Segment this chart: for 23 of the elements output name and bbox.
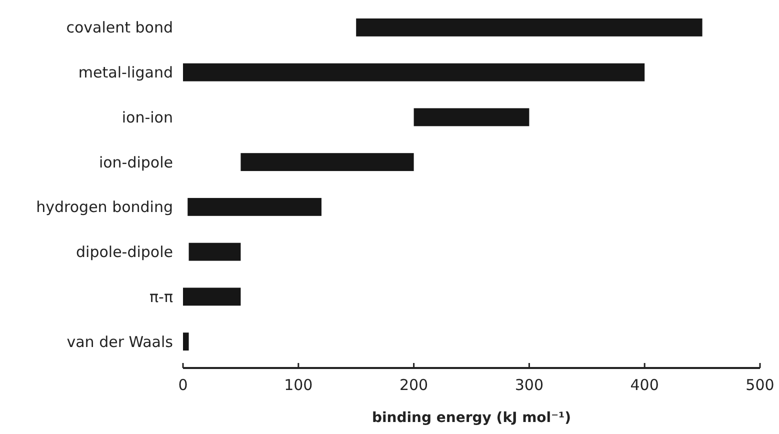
bar: [183, 332, 189, 351]
x-axis-title: binding energy (kJ mol⁻¹): [372, 410, 572, 426]
x-tick-label: 0: [178, 376, 188, 394]
x-tick-label: 300: [514, 376, 544, 394]
x-tick-label: 500: [746, 376, 774, 394]
bar: [356, 18, 702, 36]
y-tick-label: covalent bond: [66, 18, 173, 37]
y-tick-label: metal-ligand: [78, 64, 173, 82]
x-tick-label: 400: [630, 376, 659, 394]
bar: [183, 288, 241, 306]
bar: [183, 63, 645, 82]
bar: [414, 108, 530, 126]
y-tick-label: π-π: [150, 288, 173, 306]
bar: [188, 242, 241, 261]
bar: [188, 198, 322, 216]
y-tick-label: dipole-dipole: [76, 243, 173, 262]
y-tick-label: ion-dipole: [98, 153, 173, 172]
y-tick-label: hydrogen bonding: [36, 198, 173, 216]
x-tick-label: 100: [284, 376, 313, 394]
bar: [240, 153, 414, 172]
y-tick-label: ion-ion: [122, 108, 173, 126]
y-tick-label: van der Waals: [66, 332, 174, 351]
x-tick-label: 200: [399, 376, 428, 394]
